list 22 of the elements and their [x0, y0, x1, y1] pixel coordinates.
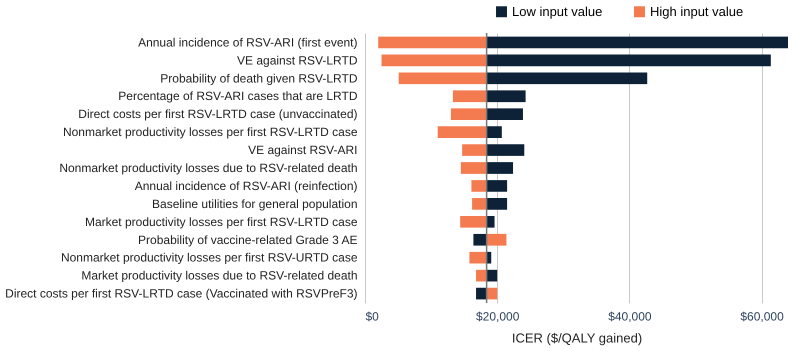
legend-label: High input value [650, 4, 744, 19]
y-tick-label: Probability of vaccine-related Grade 3 AE [138, 232, 358, 247]
y-tick-label: Nonmarket productivity losses due to RSV-related death [59, 161, 358, 175]
y-tick-label: Market productivity losses per first RSV-LRTD case [84, 214, 358, 229]
y-tick-label: VE against RSV-LRTD [237, 53, 358, 68]
legend-label: Low input value [512, 4, 602, 19]
x-tick-label: $40,000 [608, 310, 652, 324]
y-tick-label: VE against RSV-ARI [248, 143, 358, 158]
y-tick-label: Probability of death given RSV-LRTD [160, 71, 358, 86]
x-tick-label: $20,000 [476, 310, 520, 324]
x-tick-label: $0 [366, 310, 380, 324]
y-tick-label: Nonmarket productivity losses per first RSV-LRTD case [62, 125, 358, 140]
y-tick-label: Percentage of RSV-ARI cases that are LRTD [118, 89, 358, 104]
y-tick-label: Direct costs per first RSV-LRTD case (unvaccinated) [78, 107, 358, 122]
y-tick-label: Nonmarket productivity losses per first RSV-URTD case [60, 250, 358, 265]
y-tick-label: Baseline utilities for general population [152, 196, 358, 211]
x-tick-label: $60,000 [740, 310, 784, 324]
x-axis-title: ICER ($/QALY gained) [512, 330, 642, 346]
y-tick-label: Annual incidence of RSV-ARI (first event) [138, 35, 358, 50]
y-tick-label: Annual incidence of RSV-ARI (reinfection) [134, 178, 358, 193]
y-tick-label: Direct costs per first RSV-LRTD case (Vaccinated with RSVPreF3) [5, 286, 358, 301]
y-tick-label: Market productivity losses due to RSV-related death [81, 268, 358, 283]
